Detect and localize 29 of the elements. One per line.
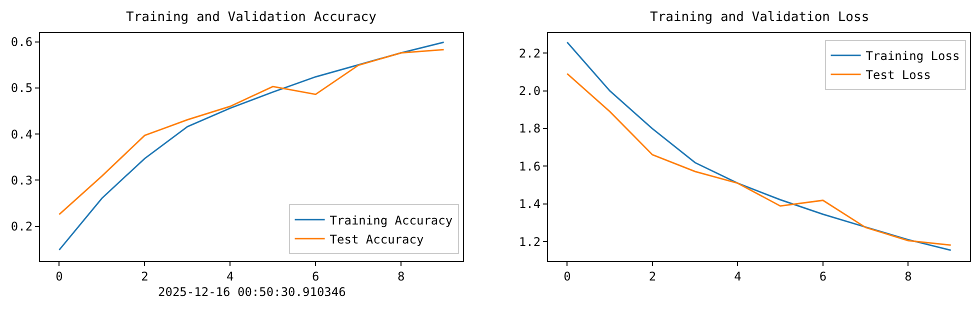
- x-tick-label: 6: [819, 269, 827, 284]
- legend-label: Training Loss: [866, 49, 960, 64]
- y-tick-label: 1.2: [518, 234, 541, 249]
- x-tick-label: 4: [734, 269, 742, 284]
- x-tick-label: 6: [312, 269, 320, 284]
- y-tick-label: 2.0: [518, 84, 541, 98]
- text: 2025-12-16 00:50:30.910346: [158, 285, 346, 299]
- legend-label: Test Accuracy: [330, 232, 424, 246]
- chart-title: Training and Validation Loss: [650, 10, 870, 25]
- y-tick-label: 0.5: [10, 81, 33, 96]
- y-tick-label: 0.4: [10, 127, 33, 142]
- y-tick-label: 0.2: [10, 220, 33, 234]
- x-tick-label: 8: [397, 269, 405, 284]
- y-tick-label: 1.6: [518, 159, 541, 174]
- y-tick-label: 2.2: [518, 46, 541, 60]
- chart-title: Training and Validation Accuracy: [126, 10, 377, 25]
- x-tick-label: 0: [564, 269, 571, 284]
- legend-label: Test Loss: [866, 68, 931, 82]
- legend-label: Training Accuracy: [330, 213, 453, 228]
- y-tick-label: 1.8: [518, 122, 541, 136]
- x-tick-label: 8: [904, 269, 912, 284]
- y-tick-label: 0.6: [10, 34, 33, 49]
- x-tick-label: 2: [648, 269, 656, 284]
- y-tick-label: 0.3: [10, 173, 33, 188]
- x-tick-label: 4: [226, 269, 234, 284]
- x-tick-label: 0: [56, 269, 63, 284]
- line-series: [58, 48, 445, 216]
- x-tick-label: 2: [141, 269, 148, 284]
- y-tick-label: 1.4: [518, 197, 541, 212]
